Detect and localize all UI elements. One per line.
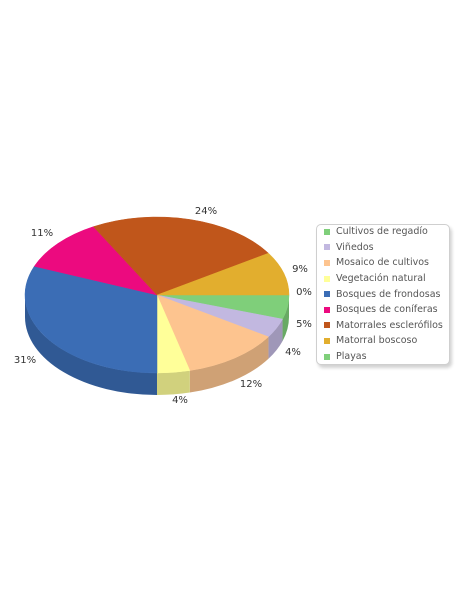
data-label-5: 11% [31, 228, 53, 239]
data-label-0: 5% [296, 319, 312, 330]
legend-label: Playas [336, 351, 367, 363]
data-label-2: 12% [240, 379, 262, 390]
legend-item: Vegetación natural [324, 271, 449, 287]
slice-2 [156, 294, 269, 371]
legend-item: Bosques de coníferas [324, 302, 449, 318]
data-label-3: 4% [172, 395, 188, 406]
legend-label: Bosques de coníferas [336, 304, 438, 316]
legend-swatch [324, 259, 330, 266]
slice-7 [156, 252, 290, 296]
legend-item: Bosques de frondosas [324, 286, 449, 302]
data-label-1: 4% [285, 347, 301, 358]
legend-item: Cultivos de regadío [324, 224, 449, 240]
legend-label: Matorral boscoso [336, 335, 418, 347]
legend-item: Matorral boscoso [324, 333, 449, 349]
legend-label: Mosaico de cultivos [336, 257, 430, 269]
legend-label: Cultivos de regadío [336, 226, 428, 238]
data-label-4: 31% [14, 355, 36, 366]
data-label-7: 9% [292, 264, 308, 275]
data-label-8: 0% [296, 287, 312, 298]
legend-swatch [324, 275, 330, 282]
slice-side-4 [25, 295, 157, 395]
legend-swatch [324, 337, 330, 344]
legend-swatch [324, 353, 330, 360]
legend-label: Matorrales esclerófilos [336, 319, 443, 331]
slice-side-0 [282, 295, 289, 342]
legend-item: Matorrales esclerófilos [324, 318, 449, 334]
legend-label: Bosques de frondosas [336, 288, 441, 300]
legend-swatch [324, 306, 330, 313]
legend-swatch [324, 322, 330, 329]
data-label-6: 24% [195, 206, 217, 217]
legend-swatch [324, 291, 330, 298]
slice-side-3 [157, 370, 190, 395]
slice-4 [24, 266, 158, 374]
slice-6 [92, 216, 269, 296]
legend-label: Vegetación natural [336, 273, 426, 285]
legend-swatch [324, 228, 330, 235]
slice-side-2 [189, 336, 269, 393]
legend-swatch [324, 244, 330, 251]
legend-item: Playas [324, 349, 449, 365]
legend: Cultivos de regadío Viñedos Mosaico de cul… [316, 224, 450, 365]
legend-item: Viñedos [324, 240, 449, 256]
legend-item: Mosaico de cultivos [324, 255, 449, 271]
slice-5 [33, 226, 158, 296]
slice-side-1 [268, 319, 283, 359]
legend-label: Viñedos [336, 241, 374, 253]
